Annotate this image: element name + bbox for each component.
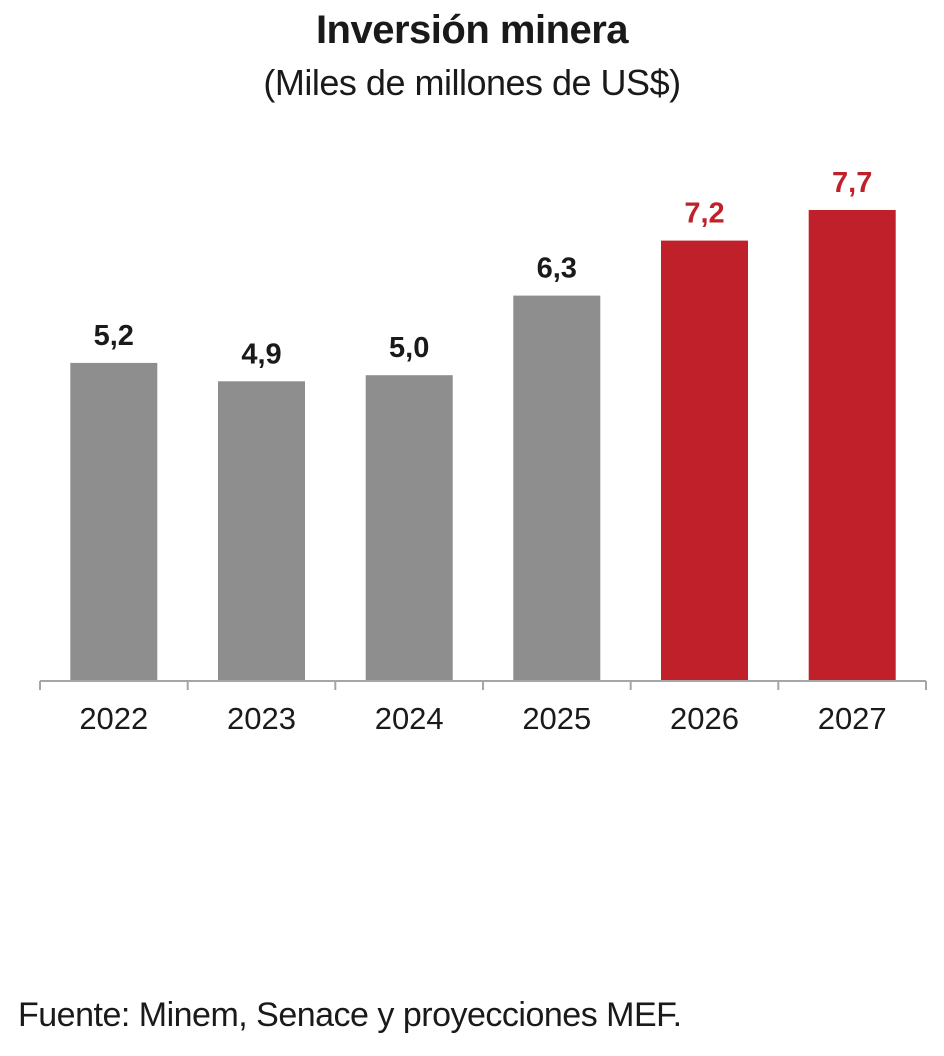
bar-2025 [513,295,601,681]
data-label-2025: 6,3 [537,253,577,285]
data-label-2027: 7,7 [832,167,872,199]
chart-subtitle: (Miles de millones de US$) [263,62,681,103]
x-tick-label-2024: 2024 [375,701,444,736]
x-tick-label-2022: 2022 [79,701,148,736]
bar-2022 [70,362,158,681]
x-tick-label-2026: 2026 [670,701,739,736]
bar-2023 [218,381,305,681]
source-note: Fuente: Minem, Senace y proyecciones MEF… [18,996,682,1034]
x-tick-label-2023: 2023 [227,701,296,736]
data-label-2026: 7,2 [684,198,724,230]
chart-title: Inversión minera [315,8,629,52]
bar-chart: 5,2 2022 4,9 2023 5,0 2024 6,3 2025 7,2 2026 7,7 20… [39,167,927,736]
bar-2026 [661,240,748,681]
bar-2027 [808,210,896,681]
data-label-2022: 5,2 [94,320,134,352]
bar-2024 [365,375,453,681]
data-label-2024: 5,0 [389,332,429,364]
x-tick-label-2025: 2025 [522,701,591,736]
data-label-2023: 4,9 [241,338,281,370]
x-tick-label-2027: 2027 [818,701,887,736]
